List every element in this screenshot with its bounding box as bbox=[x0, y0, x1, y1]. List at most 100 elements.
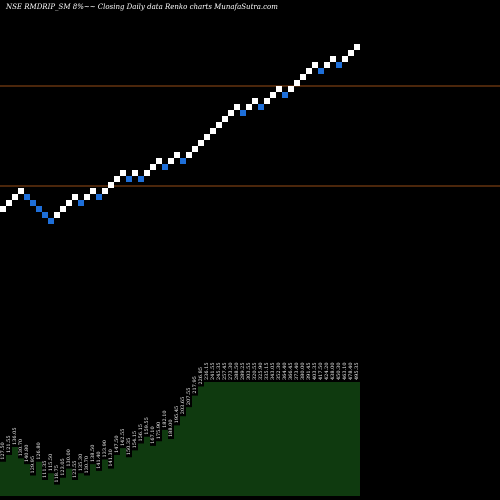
volume-label: 273.30 bbox=[228, 363, 234, 381]
brick-down bbox=[258, 104, 264, 110]
volume-label: 289.25 bbox=[240, 363, 246, 381]
brick-up bbox=[354, 44, 360, 50]
volume-label: 217.95 bbox=[192, 376, 198, 394]
volume-label: 141.30 bbox=[108, 449, 114, 467]
brick-up bbox=[198, 140, 204, 146]
brick-up bbox=[84, 194, 90, 200]
volume-label: 130.00 bbox=[66, 449, 72, 467]
volume-label: 154.15 bbox=[132, 431, 138, 449]
brick-up bbox=[0, 206, 6, 212]
brick-up bbox=[306, 68, 312, 74]
brick-up bbox=[174, 152, 180, 158]
volume-label: 288.50 bbox=[234, 363, 240, 381]
brick-up bbox=[300, 74, 306, 80]
brick-down bbox=[180, 158, 186, 164]
brick-up bbox=[234, 104, 240, 110]
volume-label: 140.80 bbox=[24, 445, 30, 463]
volume-label: 424.20 bbox=[324, 363, 330, 381]
chart-title: NSE RMDRIP_SM 8%~~ Closing Daily data Re… bbox=[5, 3, 278, 11]
volume-label: 123.55 bbox=[72, 461, 78, 479]
volume-label: 188.00 bbox=[168, 420, 174, 438]
brick-up bbox=[72, 194, 78, 200]
brick-up bbox=[288, 86, 294, 92]
brick-up bbox=[324, 62, 330, 68]
volume-label: 133.90 bbox=[102, 440, 108, 458]
volume-label: 130.70 bbox=[84, 456, 90, 474]
volume-label: 123.05 bbox=[60, 458, 66, 476]
volume-label: 352.30 bbox=[276, 363, 282, 381]
reference-lines bbox=[0, 85, 500, 187]
brick-up bbox=[252, 98, 258, 104]
brick-up bbox=[210, 128, 216, 134]
brick-up bbox=[66, 200, 72, 206]
brick-up bbox=[348, 50, 354, 56]
volume-label: 417.50 bbox=[318, 363, 324, 381]
brick-up bbox=[108, 182, 114, 188]
brick-down bbox=[138, 176, 144, 182]
volume-label: 335.15 bbox=[264, 363, 270, 381]
volume-label: 130.70 bbox=[18, 439, 24, 457]
volume-label: 241.55 bbox=[210, 363, 216, 381]
brick-up bbox=[276, 86, 282, 92]
volume-label: 236.15 bbox=[204, 363, 210, 381]
brick-up bbox=[216, 122, 222, 128]
brick-down bbox=[126, 176, 132, 182]
brick-up bbox=[168, 158, 174, 164]
volume-label: 391.45 bbox=[306, 363, 312, 381]
volume-label: 320.55 bbox=[252, 363, 258, 381]
volume-label: 450.30 bbox=[336, 363, 342, 381]
volume-label: 203.65 bbox=[180, 397, 186, 415]
brick-down bbox=[318, 68, 324, 74]
volume-label: 127.50 bbox=[0, 442, 6, 460]
brick-up bbox=[228, 110, 234, 116]
volume-label: 129.95 bbox=[30, 456, 36, 474]
brick-down bbox=[36, 206, 42, 212]
volume-label: 118.75 bbox=[54, 465, 60, 483]
volume-label: 495.35 bbox=[354, 363, 360, 381]
volume-label: 438.00 bbox=[330, 363, 336, 381]
brick-up bbox=[144, 170, 150, 176]
brick-up bbox=[330, 56, 336, 62]
volume-label: 463.10 bbox=[342, 363, 348, 381]
brick-up bbox=[312, 62, 318, 68]
volume-label: 245.35 bbox=[216, 363, 222, 381]
brick-up bbox=[270, 92, 276, 98]
brick-down bbox=[42, 212, 48, 218]
volume-label: 325.90 bbox=[258, 363, 264, 381]
volume-label: 159.55 bbox=[144, 417, 150, 435]
brick-up bbox=[120, 170, 126, 176]
volume-label: 142.55 bbox=[120, 429, 126, 447]
brick-up bbox=[12, 194, 18, 200]
volume-label: 343.05 bbox=[270, 363, 276, 381]
volume-label: 156.15 bbox=[138, 424, 144, 442]
brick-up bbox=[54, 212, 60, 218]
brick-up bbox=[342, 56, 348, 62]
volume-label: 111.35 bbox=[42, 461, 48, 479]
brick-down bbox=[162, 164, 168, 170]
volume-label: 226.85 bbox=[198, 367, 204, 385]
brick-down bbox=[336, 62, 342, 68]
volume-label: 115.50 bbox=[48, 454, 54, 472]
brick-down bbox=[282, 92, 288, 98]
brick-up bbox=[264, 98, 270, 104]
volume-label: 136.05 bbox=[12, 427, 18, 445]
brick-up bbox=[222, 116, 228, 122]
brick-up bbox=[90, 188, 96, 194]
brick-up bbox=[60, 206, 66, 212]
brick-up bbox=[18, 188, 24, 194]
volume-fill bbox=[0, 382, 360, 496]
volume-label: 257.45 bbox=[222, 363, 228, 381]
volume-label: 303.55 bbox=[246, 363, 252, 381]
brick-up bbox=[186, 152, 192, 158]
brick-up bbox=[156, 158, 162, 164]
brick-up bbox=[132, 170, 138, 176]
volume-label: 147.50 bbox=[114, 435, 120, 453]
volume-label: 182.10 bbox=[162, 410, 168, 428]
brick-down bbox=[96, 194, 102, 200]
volume-label: 380.00 bbox=[300, 363, 306, 381]
volume-label: 150.35 bbox=[126, 438, 132, 456]
brick-up bbox=[150, 164, 156, 170]
